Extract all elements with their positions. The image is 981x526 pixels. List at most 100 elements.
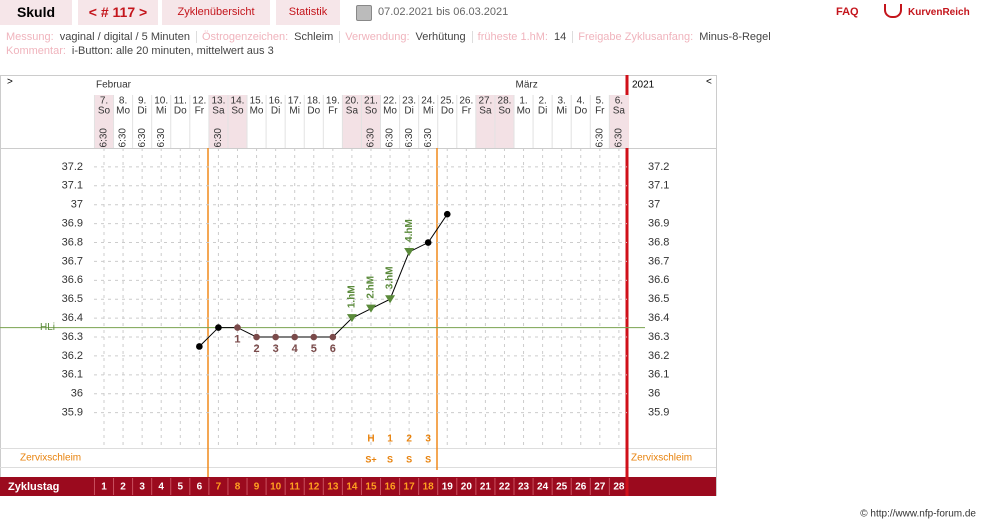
cycle-day: 16 xyxy=(384,482,396,493)
cycle-day: 24 xyxy=(537,482,549,493)
tab[interactable]: Zyklenübersicht xyxy=(162,0,270,25)
info-value: 14 xyxy=(554,31,567,43)
day-label: 18. xyxy=(307,96,321,107)
copyright: © http://www.nfp-forum.de xyxy=(860,509,976,520)
logo-icon xyxy=(884,4,902,18)
cycle-day: 14 xyxy=(346,482,358,493)
hm-label: 1.hM xyxy=(347,285,358,308)
cervix-mark: H xyxy=(367,434,374,445)
time-label: 6:30 xyxy=(423,128,434,148)
weekday-label: Mo xyxy=(250,106,264,117)
time-label: 6:30 xyxy=(118,128,129,148)
point-label: 5 xyxy=(311,343,317,355)
time-label: 6:30 xyxy=(99,128,110,148)
info-label: Verwendung: xyxy=(345,31,410,43)
time-label: 6:30 xyxy=(137,128,148,148)
cycle-day: 15 xyxy=(365,482,377,493)
cycle-day: 9 xyxy=(254,482,260,493)
cycle-day: 19 xyxy=(442,482,454,493)
weekday-label: Mo xyxy=(517,106,531,117)
weekday-label: Do xyxy=(307,106,320,117)
cycle-nav[interactable]: < # 117 > xyxy=(78,0,158,25)
weekend-shade xyxy=(342,95,362,148)
weekday-label: Di xyxy=(538,106,547,117)
tab[interactable]: Statistik xyxy=(276,0,340,25)
y-tick-label: 35.9 xyxy=(648,407,669,419)
cycle-day: 25 xyxy=(556,482,568,493)
weekend-shade xyxy=(208,95,228,148)
day-label: 28. xyxy=(498,96,512,107)
y-tick-label: 36.1 xyxy=(62,369,83,381)
time-label: 6:30 xyxy=(385,128,396,148)
hm-marker xyxy=(346,314,357,323)
cycle-day: 7 xyxy=(216,482,222,493)
y-tick-label: 36.8 xyxy=(62,236,83,248)
weekend-shade xyxy=(94,95,114,148)
info-label: früheste 1.hM: xyxy=(477,31,548,43)
weekday-label: Sa xyxy=(212,106,225,117)
info-field: Östrogenzeichen: Schleim xyxy=(195,31,340,43)
weekday-label: Fr xyxy=(195,106,205,117)
temperature-point xyxy=(196,343,203,350)
weekday-label: Do xyxy=(574,106,587,117)
temperature-point xyxy=(424,239,432,246)
y-tick-label: 35.9 xyxy=(62,407,83,419)
day-label: 4. xyxy=(577,96,585,107)
day-label: 14. xyxy=(231,96,245,107)
day-label: 5. xyxy=(596,96,604,107)
nav-right[interactable]: < xyxy=(706,77,712,88)
month-label: Februar xyxy=(96,80,132,91)
y-tick-label: 37.1 xyxy=(648,180,669,192)
faq-link[interactable]: FAQ xyxy=(836,6,859,18)
date-range: 07.02.2021 bis 06.03.2021 xyxy=(378,6,509,18)
day-label: 10. xyxy=(154,96,168,107)
weekday-label: Do xyxy=(441,106,454,117)
y-tick-label: 36.3 xyxy=(648,331,669,343)
cervix-code: S xyxy=(387,454,393,464)
cycle-day: 26 xyxy=(575,482,587,493)
weekday-label: Sa xyxy=(346,106,359,117)
print-icon[interactable] xyxy=(356,5,372,21)
weekday-label: Mo xyxy=(383,106,397,117)
y-tick-label: 36.6 xyxy=(648,274,669,286)
temperature-point xyxy=(215,324,222,331)
day-label: 9. xyxy=(138,96,146,107)
info: Messung: vaginal / digital / 5 Minuten Öst… xyxy=(6,30,777,58)
cervix-mark: 3 xyxy=(425,434,431,445)
day-label: 26. xyxy=(459,96,473,107)
day-label: 16. xyxy=(269,96,283,107)
info-label: Östrogenzeichen: xyxy=(201,31,289,43)
cycle-day: 22 xyxy=(499,482,511,493)
time-label: 6:30 xyxy=(366,128,377,148)
y-tick-label: 36.2 xyxy=(648,350,669,362)
y-tick-label: 36.3 xyxy=(62,331,83,343)
y-tick-label: 36.6 xyxy=(62,274,83,286)
cycle-day: 27 xyxy=(594,482,606,493)
info-value: Verhütung xyxy=(415,31,466,43)
cycle-label: Zyklustag xyxy=(8,481,59,493)
time-label: 6:30 xyxy=(404,128,415,148)
cycle-day: 10 xyxy=(270,482,282,493)
info-value: Schleim xyxy=(294,31,334,43)
info-field: Messung: vaginal / digital / 5 Minuten xyxy=(6,31,196,43)
temperature-point xyxy=(234,324,241,331)
header: Skuld < # 117 > Zyklenübersicht Statisti… xyxy=(0,0,981,25)
cycle-day: 1 xyxy=(101,482,107,493)
day-label: 6. xyxy=(615,96,623,107)
cycle-day: 23 xyxy=(518,482,530,493)
logo[interactable]: KurvenReich xyxy=(908,7,970,18)
nav-left[interactable]: > xyxy=(7,77,13,88)
cycle-day: 21 xyxy=(480,482,492,493)
day-label: 23. xyxy=(402,96,416,107)
cervix-label: Zervixschleim xyxy=(20,453,81,464)
hm-label: 3.hM xyxy=(385,266,396,289)
day-label: 2. xyxy=(538,96,546,107)
weekday-label: So xyxy=(498,106,511,117)
weekday-label: Do xyxy=(174,106,187,117)
point-label: 1 xyxy=(234,333,240,345)
weekday-label: Di xyxy=(404,106,413,117)
point-label: 2 xyxy=(253,343,259,355)
weekday-label: Sa xyxy=(479,106,492,117)
cycle-day: 5 xyxy=(177,482,183,493)
